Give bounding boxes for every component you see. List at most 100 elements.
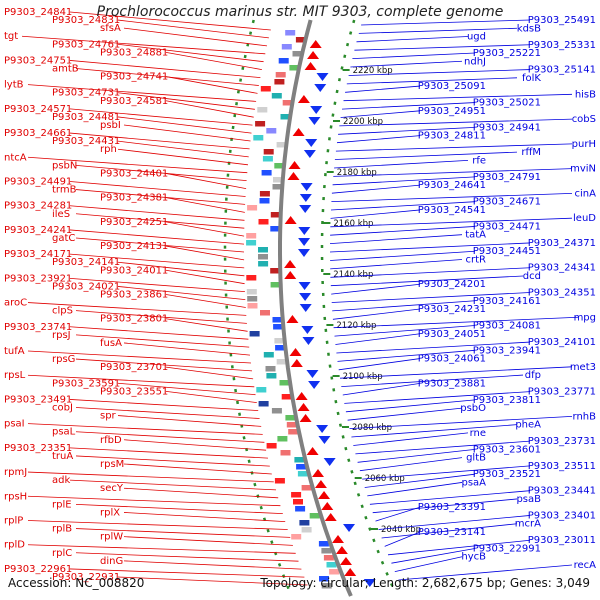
gene-block [258,401,269,407]
right-gene-label: P9303_23441 [528,486,596,497]
right-leader-line [330,209,421,219]
left-leader-line [117,382,256,396]
forward-gene-arrow [304,62,317,70]
gene-block [296,464,307,470]
left-gene-label: rpsG [52,354,75,365]
left-leader-line [75,407,260,419]
gene-block [273,177,283,183]
forward-gene-arrow [292,128,305,136]
right-leader-line [350,60,463,68]
right-leader-line [355,440,531,455]
forward-gene-arrow [299,414,312,422]
right-gene-label: mpg [574,312,596,323]
right-gene-label: rffM [521,147,541,158]
left-leader-line [75,189,246,205]
gene-block [326,562,337,568]
right-leader-line [347,407,463,421]
left-leader-line [117,261,245,277]
reverse-gene-arrow [299,304,312,312]
left-leader-line [69,205,245,221]
kbp-label: 2060 kbp [365,474,405,484]
gene-block [295,37,306,43]
right-gene-label: P9303_24341 [528,263,596,274]
forward-gene-arrow [284,271,297,279]
right-leader-line [333,316,579,329]
right-leader-line [361,19,531,26]
left-leader-line [165,76,258,94]
right-leader-line [384,531,421,547]
right-leader-line [343,93,573,102]
gene-block [266,443,277,449]
gene-block [318,541,329,547]
gene-block [246,240,257,246]
left-gene-label: P9303_23491 [4,394,72,405]
gene-block [272,317,283,323]
gene-block [297,471,308,477]
right-gene-label: psaA [461,477,486,488]
gene-block [270,226,281,232]
gene-block [258,247,268,253]
right-gene-label: P9303_24951 [418,106,486,117]
right-gene-label: folK [522,73,541,84]
right-leader-line [330,275,524,287]
right-gene-label: P9303_24371 [528,238,596,249]
gene-block [266,373,277,379]
reverse-gene-arrow [298,238,311,246]
right-leader-line [331,283,421,295]
left-leader-line [69,229,245,245]
left-gene-label: P9303_24661 [4,128,72,139]
left-gene-label: rpsJ [52,330,71,341]
reverse-gene-arrow [298,227,311,235]
right-leader-line [329,234,463,244]
right-leader-line [334,325,476,337]
kbp-label: 2220 kbp [353,66,393,76]
right-leader-line [349,415,573,429]
left-leader-line [123,536,293,546]
left-leader-line [69,326,249,340]
left-leader-line [123,439,267,451]
left-leader-line [165,318,248,332]
left-leader-line [117,43,264,63]
right-gene-label: P9303_24061 [418,354,486,365]
forward-gene-arrow [321,502,334,510]
right-leader-line [339,366,573,379]
left-gene-label: adk [52,475,70,486]
left-gene-label: P9303_23741 [4,322,72,333]
left-gene-label: gatC [52,233,75,244]
right-leader-line [356,36,469,43]
right-gene-label: kdsB [517,23,541,34]
right-gene-label: P9303_23521 [473,469,541,480]
left-leader-line [27,156,248,174]
left-leader-line [27,423,263,435]
gene-block [299,520,310,526]
right-leader-line [333,168,573,177]
left-gene-label: P9303_24251 [100,217,168,228]
left-gene-label: rph [100,144,117,155]
gene-block [281,394,292,400]
right-gene-label: hisB [575,89,596,100]
left-gene-label: P9303_23861 [100,290,168,301]
kbp-label: 2140 kbp [333,270,373,280]
left-gene-label: P9303_22961 [4,564,72,575]
right-gene-label: P9303_24791 [473,172,541,183]
right-gene-label: P9303_24161 [473,296,541,307]
left-gene-label: P9303_23921 [4,273,72,284]
right-gene-label: recA [574,560,597,571]
left-gene-label: truA [52,451,73,462]
kbp-label: 2160 kbp [333,219,373,229]
left-gene-label: rplE [52,499,72,510]
gene-block [266,128,277,134]
right-gene-label: met3 [570,362,596,373]
gene-block [270,212,281,218]
gene-block [319,576,329,582]
left-leader-line [75,213,245,229]
reverse-gene-arrow [299,194,312,202]
gene-block [281,44,292,50]
right-leader-line [340,110,421,118]
gene-block [285,415,296,421]
kbp-label: 2080 kbp [352,423,392,433]
right-leader-line [329,242,531,253]
left-leader-line [165,366,254,380]
gene-block [275,72,286,78]
gene-block [277,436,288,442]
